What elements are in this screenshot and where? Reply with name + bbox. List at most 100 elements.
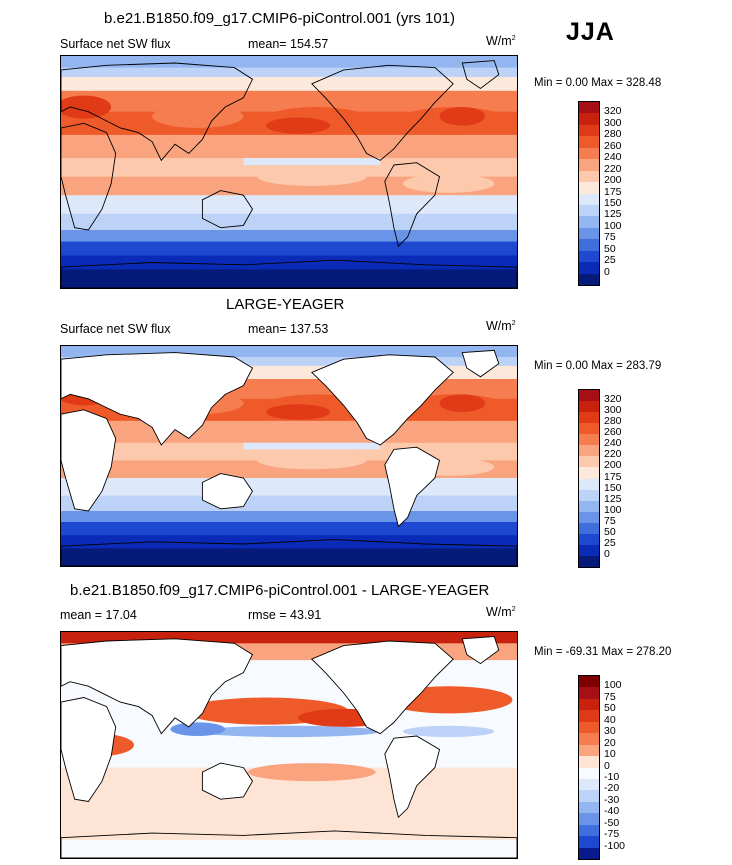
eurasia-outline <box>61 638 254 735</box>
africa-outline <box>61 122 117 231</box>
colorbar-swatch <box>579 445 599 457</box>
field-anomaly <box>257 451 367 470</box>
colorbar-swatch <box>579 555 599 567</box>
panel1-map-field <box>61 56 517 288</box>
field-anomaly <box>152 104 244 128</box>
colorbar-swatch <box>579 193 599 205</box>
colorbar-swatch <box>579 456 599 468</box>
field-band <box>61 522 517 537</box>
panel2-min-max: Min = 0.00 Max = 283.79 <box>534 360 662 372</box>
field-band <box>61 420 517 444</box>
field-anomaly <box>170 722 226 736</box>
colorbar-tick-label: 50 <box>604 242 616 255</box>
field-anomaly <box>61 95 112 119</box>
north-america-outline <box>311 64 454 161</box>
colorbar-tick-label: -40 <box>604 805 620 818</box>
field-anomaly <box>439 107 486 126</box>
panel3-colorbar <box>578 675 600 860</box>
antarctica-outline <box>61 259 517 288</box>
field-band <box>61 255 517 271</box>
north-america-outline <box>310 354 454 446</box>
africa-outline <box>61 409 117 512</box>
colorbar-tick-label: 30 <box>604 725 616 738</box>
australia-outline <box>201 473 254 510</box>
colorbar-tick-label: 50 <box>604 525 616 538</box>
colorbar-tick-label: 320 <box>604 393 622 406</box>
colorbar-swatch <box>579 778 599 791</box>
colorbar-tick-label: 0 <box>604 759 610 772</box>
colorbar-swatch <box>579 533 599 545</box>
colorbar-tick-label: 125 <box>604 492 622 505</box>
colorbar-swatch <box>579 467 599 479</box>
field-anomaly <box>403 725 495 738</box>
colorbar-swatch <box>579 500 599 512</box>
field-band <box>61 269 517 288</box>
field-band <box>61 67 517 78</box>
colorbar-tick-label: 0 <box>604 265 610 278</box>
colorbar-swatch <box>579 412 599 424</box>
colorbar-tick-label: 320 <box>604 105 622 118</box>
colorbar-swatch <box>579 790 599 802</box>
eurasia-outline <box>61 352 254 446</box>
colorbar-tick-label: -100 <box>604 839 626 852</box>
field-band <box>61 176 517 197</box>
field-band <box>61 134 517 160</box>
colorbar-swatch <box>579 522 599 534</box>
colorbar-swatch <box>579 170 599 183</box>
field-band <box>61 76 517 92</box>
colorbar-tick-label: -20 <box>604 782 620 795</box>
colorbar-tick-label: 260 <box>604 139 622 152</box>
colorbar-swatch <box>579 262 599 274</box>
panel3-title: b.e21.B1850.f09_g17.CMIP6-piControl.001 … <box>70 582 490 599</box>
colorbar-swatch <box>579 478 599 490</box>
colorbar-tick-label: -30 <box>604 793 620 806</box>
colorbar-swatch <box>579 182 599 194</box>
colorbar-tick-label: 75 <box>604 514 616 527</box>
colorbar-swatch <box>579 250 599 263</box>
panel1-map <box>60 55 518 289</box>
panel3-map-field <box>61 632 517 858</box>
field-band <box>61 478 517 497</box>
panel2-mean-label: mean= 137.53 <box>248 322 329 336</box>
north-america-outline <box>311 640 454 735</box>
colorbar-swatch <box>579 721 599 734</box>
colorbar-swatch <box>579 847 599 859</box>
colorbar-tick-label: 220 <box>604 162 622 175</box>
field-anomaly <box>439 394 486 412</box>
field-anomaly <box>403 174 495 193</box>
panel3-map <box>60 631 518 859</box>
colorbar-swatch <box>579 676 599 688</box>
field-band <box>61 213 517 231</box>
panel2-units: W/m2 <box>486 319 516 333</box>
colorbar-swatch <box>579 687 599 699</box>
field-band <box>61 495 517 512</box>
colorbar-swatch <box>579 511 599 523</box>
colorbar-swatch <box>579 434 599 446</box>
colorbar-swatch <box>579 824 599 837</box>
itcz-strip <box>243 158 381 166</box>
field-band <box>61 839 517 858</box>
field-band <box>61 357 517 367</box>
colorbar-tick-label: 125 <box>604 208 622 221</box>
colorbar-tick-label: 175 <box>604 470 622 483</box>
panel1-colorbar <box>578 101 600 286</box>
colorbar-swatch <box>579 401 599 413</box>
greenland-outline <box>461 60 500 90</box>
colorbar-swatch <box>579 390 599 402</box>
panel1-variable-label: Surface net SW flux <box>60 37 171 51</box>
field-band <box>61 158 517 178</box>
colorbar-swatch <box>579 756 599 768</box>
australia-outline <box>201 190 254 229</box>
greenland-outline <box>461 349 500 378</box>
panel1-mean-label: mean= 154.57 <box>248 37 329 51</box>
colorbar-tick-label: 260 <box>604 426 622 439</box>
australia-outline <box>201 762 254 800</box>
field-anomaly <box>257 167 367 186</box>
colorbar-swatch <box>579 124 599 137</box>
panel2-map <box>60 345 518 567</box>
colorbar-tick-label: 240 <box>604 151 622 164</box>
panel3-mean-label: mean = 17.04 <box>60 608 137 622</box>
colorbar-swatch <box>579 102 599 114</box>
antarctica-outline <box>61 830 517 858</box>
field-band <box>61 195 517 215</box>
